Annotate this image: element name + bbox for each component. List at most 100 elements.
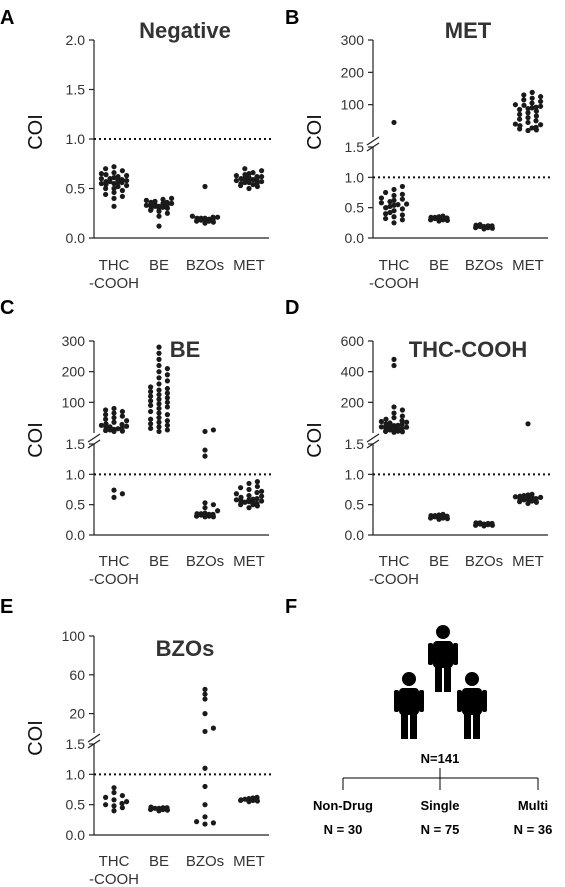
data-point-be — [156, 392, 162, 398]
data-point-thc-cooh — [119, 800, 125, 807]
data-point-thc-cooh — [111, 419, 117, 425]
data-point-thc-cooh — [115, 174, 121, 180]
y-tick-label: 0.5 — [66, 797, 86, 813]
data-point-bzos — [202, 447, 208, 453]
data-point-met — [533, 118, 539, 124]
x-tick-label-met: MET — [512, 257, 544, 274]
data-point-thc-cooh — [111, 785, 117, 791]
panel-letter-f: F — [285, 596, 297, 618]
data-point-thc-cooh — [111, 797, 117, 803]
data-point-met — [525, 105, 531, 112]
y-tick-label: 0.5 — [66, 497, 86, 513]
y-tick-label: 600 — [341, 333, 365, 349]
data-point-bzos — [202, 215, 208, 221]
data-point-thc-cooh — [111, 175, 117, 181]
data-point-thc-cooh — [391, 356, 397, 362]
data-point-be — [156, 369, 162, 375]
data-point-be — [164, 404, 170, 410]
data-point-met — [533, 124, 539, 130]
data-point-thc-cooh — [378, 424, 384, 430]
data-point-thc-cooh — [391, 362, 397, 369]
y-tick-label: 1.0 — [66, 131, 86, 147]
group-count-non-drug: N = 30 — [324, 822, 363, 837]
data-point-met — [250, 795, 256, 801]
y-tick-label: 1.0 — [345, 169, 365, 185]
data-point-thc-cooh — [124, 423, 130, 429]
data-point-be — [436, 214, 442, 220]
data-point-met — [238, 176, 244, 182]
data-point-thc-cooh — [103, 407, 109, 413]
data-point-bzos — [202, 183, 208, 190]
data-point-be — [156, 401, 162, 407]
data-point-bzos — [202, 500, 208, 506]
group-count-single: N = 75 — [421, 822, 460, 837]
data-point-thc-cooh — [103, 794, 109, 800]
data-point-met — [246, 171, 252, 177]
data-point-met — [529, 95, 535, 101]
y-axis-label: COI — [25, 422, 47, 458]
data-point-thc-cooh — [111, 189, 117, 196]
group-label-non-drug: Non-Drug — [313, 798, 373, 813]
group-count-multi: N = 36 — [514, 822, 553, 837]
data-point-thc-cooh — [391, 410, 397, 416]
panel-f: F — [285, 596, 552, 837]
data-point-thc-cooh — [111, 494, 117, 500]
data-point-thc-cooh — [124, 173, 130, 179]
data-point-bzos — [202, 686, 208, 692]
data-point-bzos — [202, 728, 208, 735]
data-point-met — [529, 105, 535, 111]
y-tick-label: 2.0 — [66, 32, 86, 48]
data-point-thc-cooh — [119, 187, 125, 194]
data-point-bzos — [202, 428, 208, 435]
data-point-bzos — [477, 520, 483, 526]
data-point-met — [517, 106, 523, 113]
data-point-thc-cooh — [399, 206, 405, 212]
data-point-thc-cooh — [399, 426, 405, 432]
x-tick-label-thc-cooh: THC -COOH — [89, 257, 139, 292]
data-point-be — [156, 410, 162, 416]
data-point-be — [432, 512, 438, 519]
data-point-met — [259, 178, 265, 185]
data-point-bzos — [202, 814, 208, 820]
data-point-be — [436, 512, 442, 518]
group-label-single: Single — [420, 798, 459, 813]
x-tick-label-be: BE — [429, 553, 449, 570]
data-point-bzos — [202, 765, 208, 771]
panel-d: D THC-COOH COI 0.0 0.5 1.0 1.5 200 400 600 THC -CO… — [285, 297, 550, 588]
data-point-bzos — [215, 214, 221, 220]
data-point-met — [246, 486, 252, 493]
y-tick-label: 200 — [341, 394, 365, 410]
data-point-met — [238, 180, 244, 187]
data-point-be — [152, 805, 158, 811]
data-point-thc-cooh — [103, 416, 109, 422]
data-point-be — [156, 428, 162, 435]
x-tick-label-be: BE — [149, 553, 169, 570]
data-point-thc-cooh — [399, 191, 405, 197]
data-point-be — [156, 805, 162, 811]
data-point-met — [259, 488, 265, 494]
data-point-thc-cooh — [111, 415, 117, 421]
data-point-met — [525, 492, 531, 498]
data-point-met — [254, 483, 260, 490]
data-point-thc-cooh — [111, 487, 117, 493]
data-point-thc-cooh — [103, 421, 109, 427]
data-point-thc-cooh — [119, 413, 125, 419]
data-point-thc-cooh — [111, 195, 117, 201]
y-tick-label: 1.0 — [66, 766, 86, 782]
data-point-thc-cooh — [119, 168, 125, 174]
data-point-thc-cooh — [111, 164, 117, 170]
data-point-met — [246, 497, 252, 503]
data-point-thc-cooh — [119, 176, 125, 183]
data-point-met — [525, 421, 531, 427]
data-point-met — [525, 496, 531, 502]
data-point-met — [238, 485, 244, 491]
data-point-bzos — [202, 802, 208, 808]
data-point-bzos — [202, 696, 208, 702]
data-point-thc-cooh — [111, 808, 117, 814]
data-point-met — [521, 492, 527, 499]
data-point-thc-cooh — [391, 404, 397, 410]
data-point-met — [238, 797, 244, 803]
y-tick-label: 0.0 — [66, 827, 86, 843]
data-point-be — [156, 419, 162, 425]
data-point-thc-cooh — [119, 792, 125, 799]
